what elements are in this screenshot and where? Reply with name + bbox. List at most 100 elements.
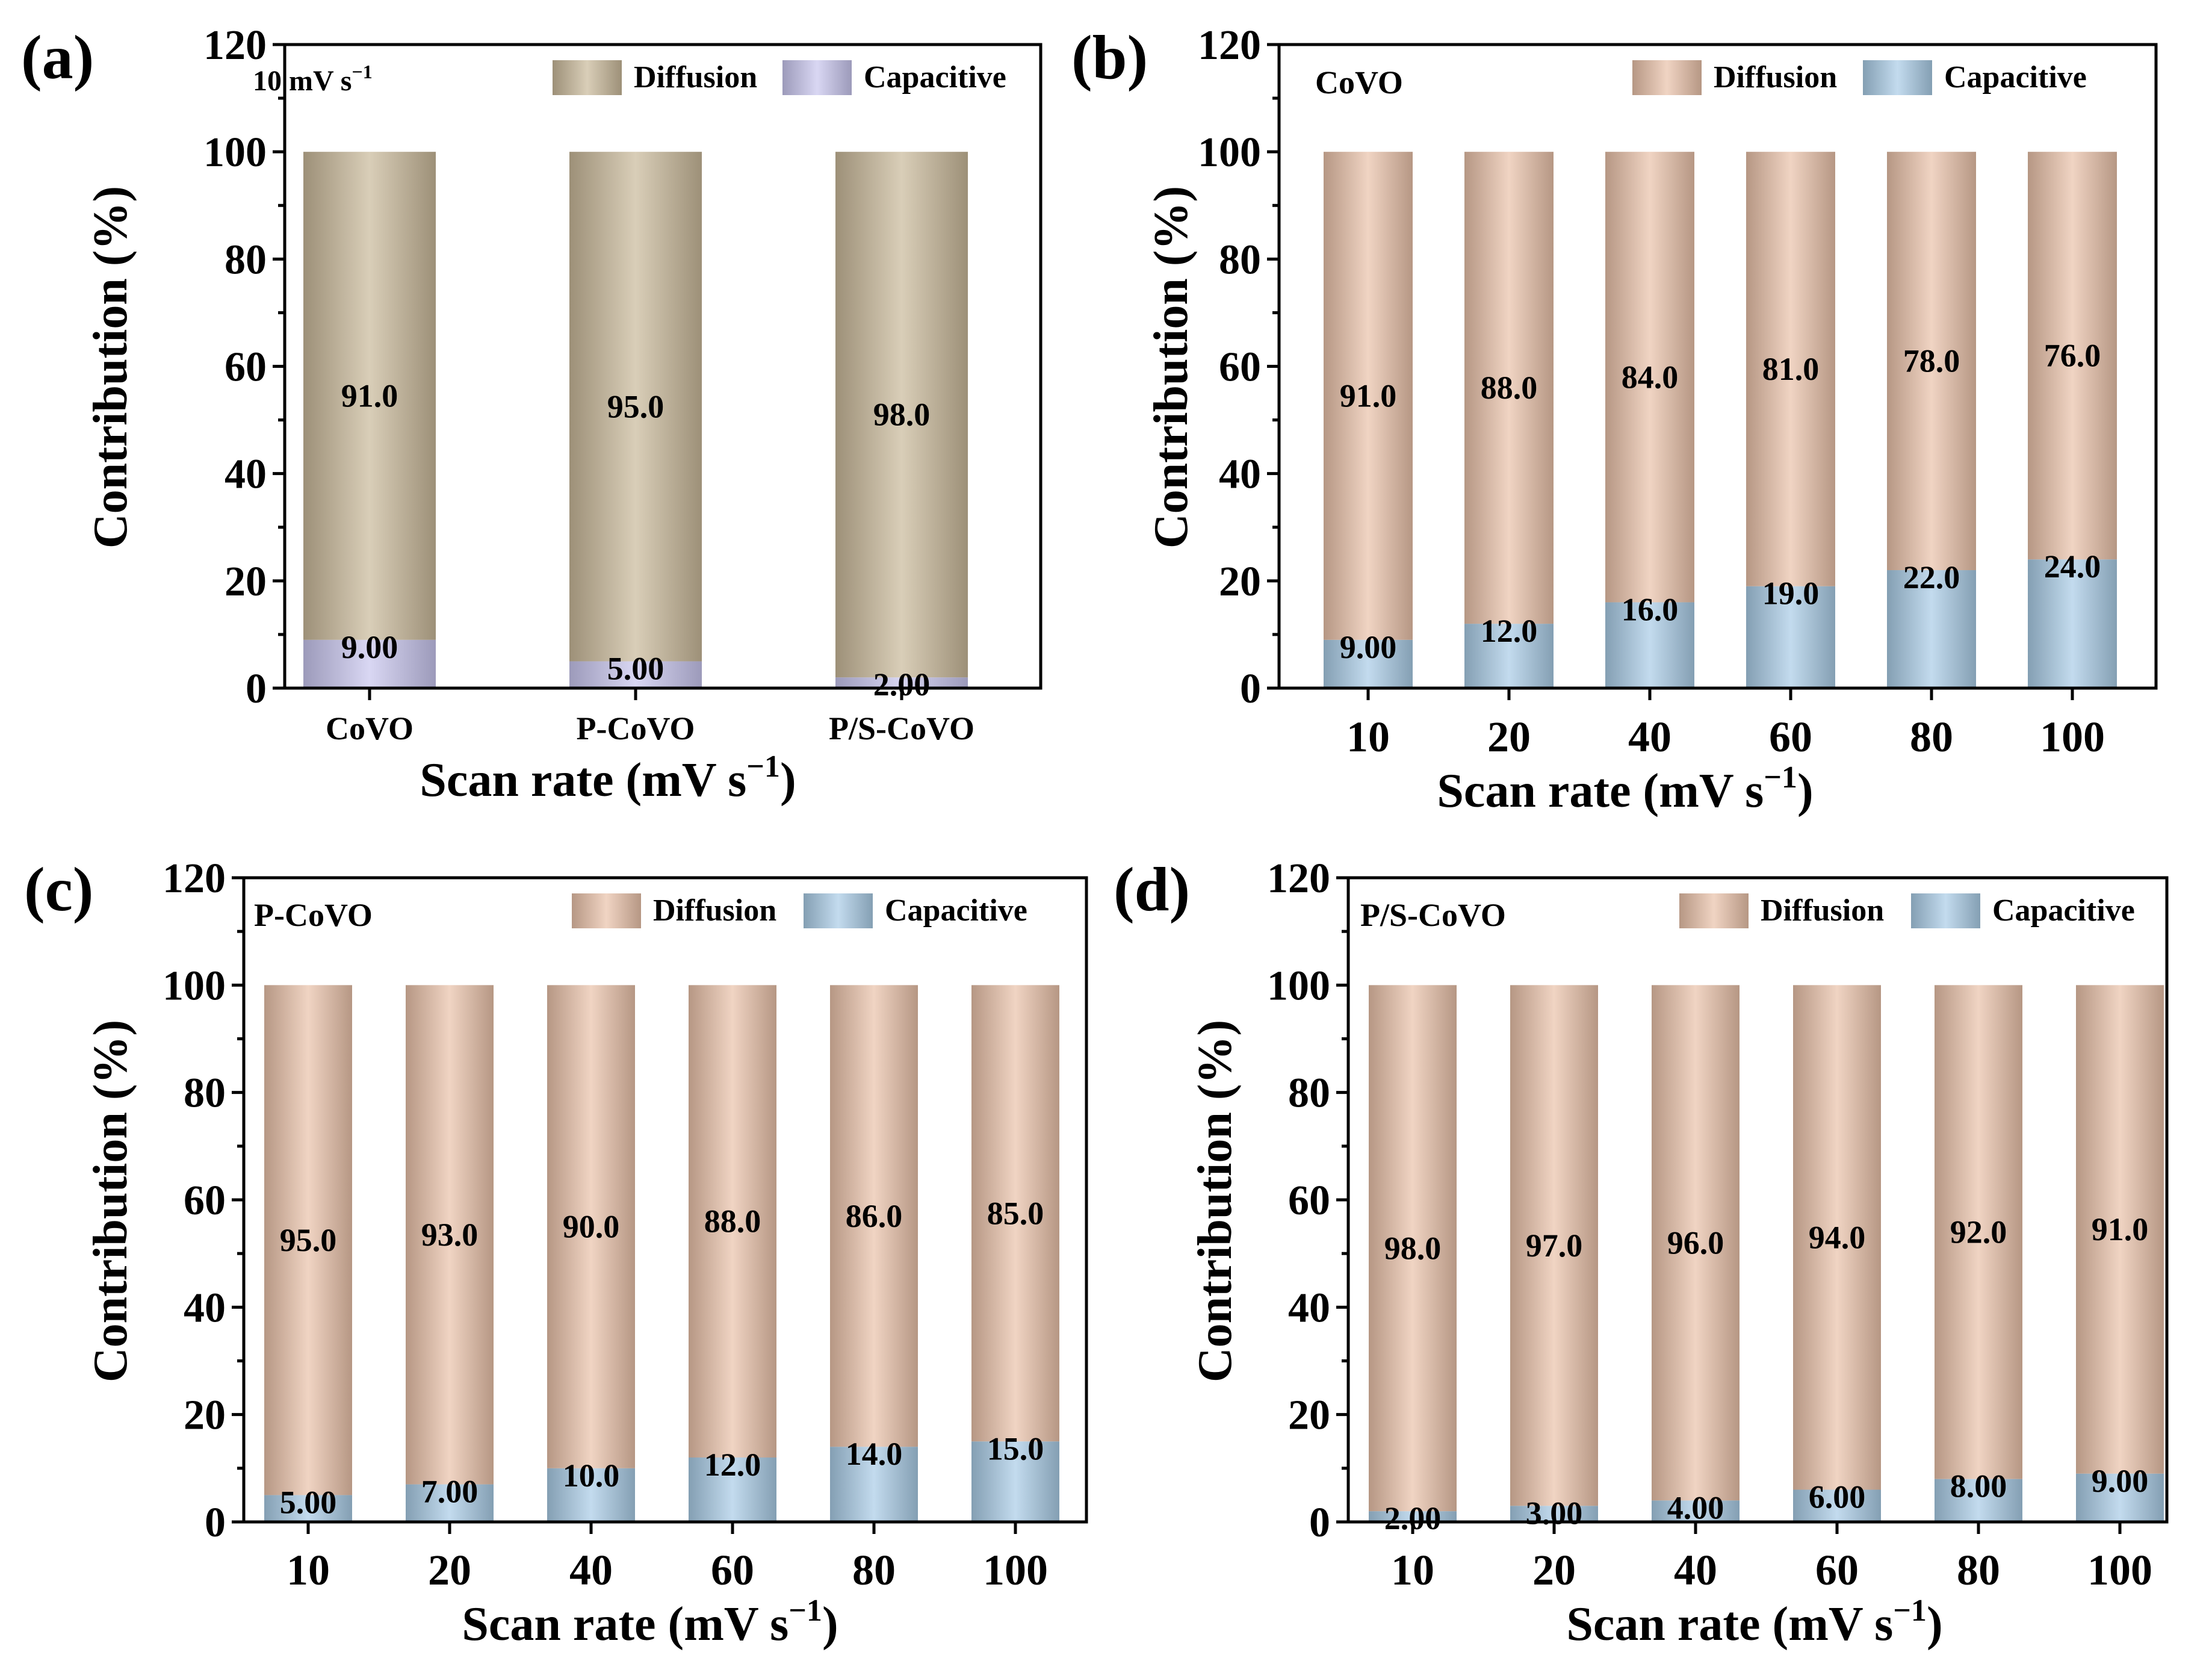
panel-c-ytick-label-4: 80	[184, 1070, 226, 1117]
panel-a-inset-label: 10 mV s−1	[253, 61, 373, 97]
panel-b-bar-diffusion-5	[2028, 152, 2117, 560]
panel-a-bar-capacitive-0	[303, 639, 436, 688]
panel-a-legend-swatch-diffusion	[553, 60, 622, 95]
panel-d-legend-swatch-diffusion	[1679, 893, 1749, 928]
panel-a-xlabel-main: Scan rate (mV s	[420, 754, 746, 807]
panel-b-label-capacitive-2: 16.0	[1622, 591, 1679, 627]
panel-c-bar-diffusion-2	[547, 985, 635, 1468]
panel-d-xlabel-sup: −1	[1893, 1594, 1927, 1628]
panel-c-label-capacitive-4: 14.0	[846, 1436, 903, 1472]
panel-b-bar-diffusion-0	[1324, 152, 1413, 640]
panel-a: 9.0091.0CoVO5.0095.0P-CoVO2.0098.0P/S-Co…	[21, 22, 1042, 807]
panel-c-xtick-label-0: 10	[287, 1546, 330, 1594]
panel-d-bar-capacitive-5	[2076, 1473, 2164, 1522]
panel-c-ytick-label-3: 60	[184, 1178, 226, 1224]
panel-c-xlabel-main: Scan rate (mV s	[462, 1598, 788, 1651]
panel-b-ytick-label-0: 0	[1240, 666, 1261, 712]
panel-b-bar-capacitive-4	[1887, 570, 1976, 688]
panel-b-legend-swatch-capacitive	[1863, 60, 1932, 95]
panel-c-ytick-label-6: 120	[163, 855, 226, 902]
panel-b-legend-swatch-diffusion	[1632, 60, 1702, 95]
panel-d-xtick-label-1: 20	[1532, 1546, 1576, 1594]
panel-a-label-capacitive-0: 9.00	[341, 629, 398, 665]
panel-c-label-capacitive-1: 7.00	[421, 1474, 479, 1510]
panel-d-xtick-label-4: 80	[1957, 1546, 2000, 1594]
panel-c-xlabel: Scan rate (mV s−1)	[462, 1594, 838, 1651]
panel-a-panel-label: (a)	[21, 23, 94, 92]
panel-c-axes-frame	[242, 876, 1088, 1524]
panel-b-bar-diffusion-3	[1746, 152, 1835, 586]
panel-d-label-diffusion-5: 91.0	[2092, 1211, 2149, 1247]
panel-c-ytick-label-1: 20	[184, 1392, 226, 1439]
panel-a-legend-label-diffusion: Diffusion	[634, 60, 757, 95]
panel-a-bar-diffusion-2	[835, 152, 968, 678]
panel-b-ytick-label-6: 120	[1198, 22, 1261, 69]
panel-c-label-capacitive-3: 12.0	[704, 1447, 761, 1483]
panel-c-label-capacitive-5: 15.0	[987, 1430, 1044, 1467]
panel-d: 2.0098.0103.0097.0204.0096.0406.0094.060…	[1114, 855, 2169, 1651]
panel-c-bar-capacitive-0	[264, 1495, 352, 1522]
panel-b-xtick-label-5: 100	[2040, 713, 2105, 761]
panel-c-bar-capacitive-5	[971, 1441, 1059, 1522]
panel-d-bar-diffusion-3	[1793, 985, 1881, 1490]
panel-d-xtick-label-0: 10	[1391, 1546, 1434, 1594]
panel-c-bar-capacitive-3	[689, 1458, 776, 1522]
panel-c-bar-diffusion-3	[689, 985, 776, 1458]
panel-a-bar-diffusion-1	[569, 152, 702, 662]
panel-a-bar-capacitive-1	[569, 661, 702, 688]
panel-b-ylabel: Contribution (%)	[1145, 186, 1198, 548]
panel-c-label-capacitive-0: 5.00	[280, 1484, 337, 1520]
panel-d-xlabel-main: Scan rate (mV s	[1566, 1598, 1893, 1651]
panel-b-label-diffusion-2: 84.0	[1622, 359, 1679, 395]
panel-b-label-diffusion-0: 91.0	[1340, 377, 1397, 414]
panel-d-label-diffusion-4: 92.0	[1950, 1214, 2007, 1250]
panel-b-xtick-label-1: 20	[1487, 713, 1531, 761]
panel-b-label-diffusion-1: 88.0	[1481, 370, 1538, 406]
panel-b-ytick-label-1: 20	[1219, 559, 1261, 605]
panel-d-bar-diffusion-2	[1652, 985, 1740, 1501]
panel-b-bar-capacitive-1	[1464, 624, 1554, 688]
panel-a-label-diffusion-1: 95.0	[607, 388, 665, 424]
panel-c-inset-label: P-CoVO	[254, 897, 373, 933]
panel-c-panel-label: (c)	[24, 855, 93, 924]
panel-b-ytick-label-2: 40	[1219, 452, 1261, 498]
panel-c-label-capacitive-2: 10.0	[563, 1458, 620, 1494]
panel-b-bar-diffusion-4	[1887, 152, 1976, 571]
panel-d-label-diffusion-1: 97.0	[1526, 1228, 1583, 1264]
panel-b-xlabel-sup: −1	[1764, 760, 1797, 795]
panel-b-label-diffusion-3: 81.0	[1762, 351, 1820, 387]
panel-a-ytick-label-2: 40	[225, 452, 267, 498]
panel-b-legend-label-capacitive: Capacitive	[1944, 60, 2087, 95]
panel-d-xtick-label-5: 100	[2087, 1546, 2152, 1594]
panel-d-label-diffusion-0: 98.0	[1384, 1230, 1442, 1266]
panel-d-legend-label-capacitive: Capacitive	[1992, 893, 2135, 928]
panel-b-bar-diffusion-1	[1464, 152, 1554, 624]
panel-b-label-capacitive-0: 9.00	[1340, 629, 1397, 665]
panel-a-label-diffusion-2: 98.0	[873, 397, 931, 433]
panel-d-ylabel: Contribution (%)	[1189, 1020, 1242, 1382]
panel-a-xlabel-sup: −1	[746, 750, 780, 784]
panel-a-ytick-label-0: 0	[246, 666, 267, 712]
panel-b-xtick-label-3: 60	[1769, 713, 1812, 761]
panel-c: 5.00 95.0 10 7.00 93.0 20 10.0 90.0 40 12.0 88.0 60…	[24, 855, 1088, 1651]
panel-d-axes-frame	[1346, 876, 2169, 1524]
panel-b-bar-capacitive-3	[1746, 586, 1835, 688]
panel-d-xtick-label-3: 60	[1815, 1546, 1859, 1594]
panel-d-bar-diffusion-4	[1935, 985, 2022, 1479]
panel-d-xtick-label-2: 40	[1674, 1546, 1717, 1594]
panel-b-xlabel-end: )	[1797, 765, 1814, 818]
panel-d-label-diffusion-2: 96.0	[1667, 1225, 1724, 1261]
panel-c-bar-capacitive-4	[830, 1447, 918, 1522]
panel-c-ytick-label-0: 0	[205, 1500, 226, 1546]
panel-c-label-diffusion-3: 88.0	[704, 1203, 761, 1240]
panel-a-xtick-label-1: P-CoVO	[577, 710, 695, 747]
panel-d-ytick-label-1: 20	[1288, 1392, 1330, 1439]
panel-b-xtick-label-2: 40	[1628, 713, 1671, 761]
panel-d-label-diffusion-3: 94.0	[1809, 1219, 1866, 1255]
panel-c-legend-label-diffusion: Diffusion	[653, 893, 776, 928]
panel-a-ytick-label-6: 120	[203, 22, 267, 69]
panel-d-xlabel-end: )	[1927, 1598, 1943, 1651]
panel-c-label-diffusion-1: 93.0	[421, 1217, 479, 1253]
panel-a-legend-label-capacitive: Capacitive	[864, 60, 1006, 95]
